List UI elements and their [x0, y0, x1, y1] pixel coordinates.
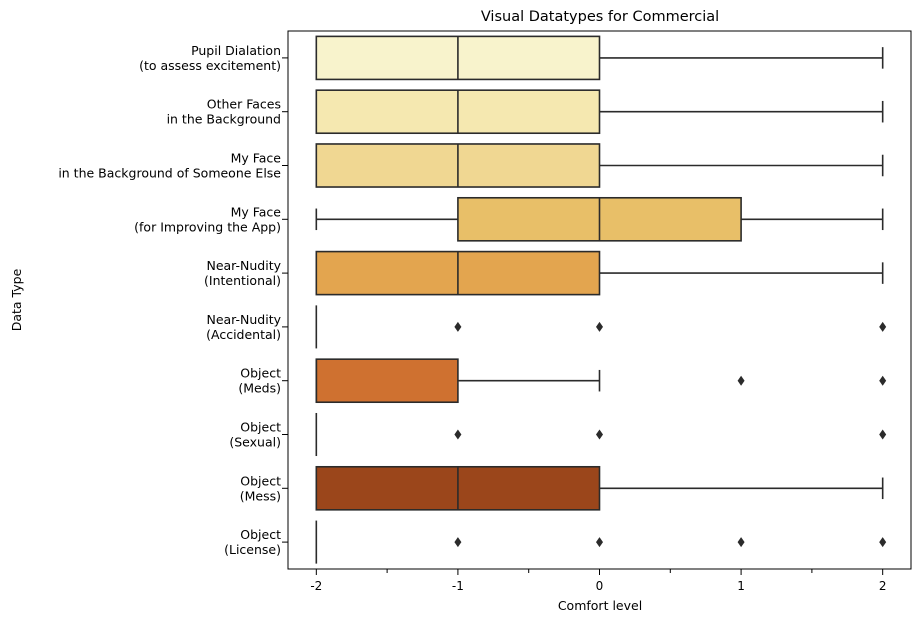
y-axis-label: Data Type	[9, 268, 24, 331]
y-tick-label-line: (Sexual)	[229, 435, 281, 450]
y-tick-label-line: (Meds)	[238, 381, 281, 396]
y-tick-label-line: in the Background	[167, 112, 281, 127]
box-group	[315, 305, 887, 349]
outlier-point	[454, 321, 462, 332]
x-tick-label: 1	[737, 579, 745, 593]
outlier-point	[737, 375, 745, 386]
y-tick-label-line: Near-Nudity	[206, 312, 281, 327]
y-tick-label-line: (Accidental)	[206, 327, 281, 342]
y-tick-label: Near-Nudity (Intentional)	[204, 258, 282, 288]
y-tick-label: Object (Mess)	[240, 473, 281, 503]
y-tick-label: Pupil Dialation (to assess excitement)	[139, 43, 281, 73]
y-tick-label-line: (for Improving the App)	[134, 219, 281, 234]
y-tick-label-line: Near-Nudity	[206, 258, 281, 273]
y-tick-label-line: (License)	[224, 542, 281, 557]
x-axis-label: Comfort level	[558, 598, 642, 613]
box-group	[315, 196, 884, 242]
y-tick-label: Near-Nudity (Accidental)	[206, 312, 281, 342]
y-tick-label-line: (Intentional)	[204, 273, 281, 288]
box-group	[315, 35, 884, 81]
y-tick-label-line: Object	[240, 420, 281, 435]
box-group	[315, 358, 887, 404]
box-group	[315, 465, 884, 511]
plot-area	[315, 35, 887, 564]
outlier-point	[454, 537, 462, 548]
box-group	[315, 412, 887, 457]
y-tick-label-line: My Face	[231, 151, 282, 166]
box-group	[315, 89, 884, 135]
outlier-point	[879, 429, 887, 440]
outlier-point	[596, 537, 603, 548]
y-tick-label: My Face (for Improving the App)	[134, 204, 281, 234]
outlier-point	[596, 429, 603, 440]
y-tick-label-line: (to assess excitement)	[139, 58, 281, 73]
outlier-point	[737, 537, 745, 548]
x-tick-label: 2	[879, 579, 887, 593]
y-tick-label-line: in the Background of Someone Else	[58, 166, 281, 181]
y-tick-label-line: My Face	[231, 204, 282, 219]
y-tick-label: Other Faces in the Background	[167, 97, 281, 127]
x-tick-label: -2	[310, 579, 322, 593]
chart-title: Visual Datatypes for Commercial	[481, 9, 719, 25]
y-tick-label-line: Object	[240, 473, 281, 488]
y-tick-label: Object (Sexual)	[229, 420, 281, 450]
y-tick-label: Object (Meds)	[238, 366, 281, 396]
y-tick-label-line: Object	[240, 366, 281, 381]
outlier-point	[454, 429, 462, 440]
y-tick-label: My Face in the Background of Someone Else	[58, 151, 281, 181]
outlier-point	[596, 321, 603, 332]
box-group	[315, 143, 884, 188]
y-tick-label-line: Object	[240, 527, 281, 542]
x-tick-label: -1	[452, 579, 464, 593]
box	[315, 358, 459, 404]
x-tick-label: 0	[596, 579, 604, 593]
box-group	[315, 520, 887, 564]
x-axis: -2 -1 0 1 2	[310, 569, 887, 593]
outlier-point	[879, 375, 887, 386]
outlier-point	[879, 321, 887, 332]
y-tick-label-line: (Mess)	[240, 488, 281, 503]
y-axis: Pupil Dialation (to assess excitement) Oth…	[58, 43, 288, 557]
y-tick-label: Object (License)	[224, 527, 281, 557]
y-tick-label-line: Other Faces	[207, 97, 281, 112]
outlier-point	[879, 537, 887, 548]
box-group	[315, 250, 884, 296]
y-tick-label-line: Pupil Dialation	[191, 43, 281, 58]
